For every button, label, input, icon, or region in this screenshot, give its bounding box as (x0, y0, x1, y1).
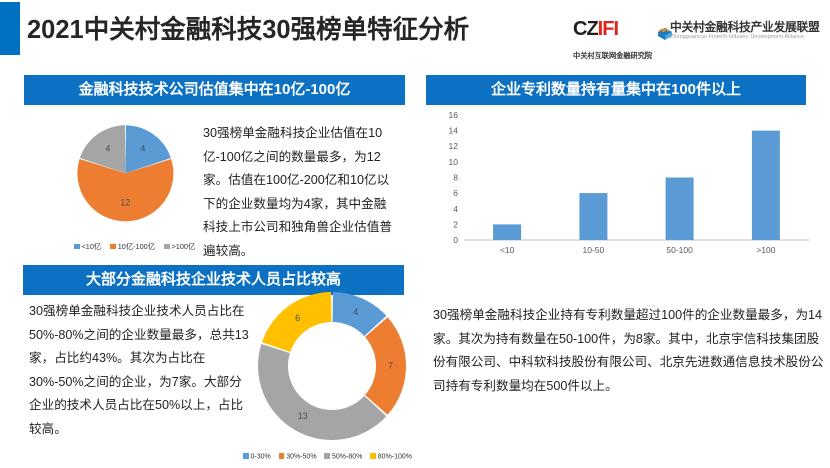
svg-text:<10: <10 (500, 245, 515, 255)
svg-text:>100: >100 (756, 245, 775, 255)
svg-text:2: 2 (453, 219, 458, 229)
svg-text:12: 12 (449, 141, 459, 151)
svg-text:6: 6 (453, 188, 458, 198)
svg-text:6: 6 (295, 313, 300, 323)
svg-text:8: 8 (453, 173, 458, 183)
svg-text:4: 4 (353, 307, 358, 317)
svg-text:16: 16 (449, 110, 459, 120)
svg-text:4: 4 (453, 204, 458, 214)
svg-text:50-100: 50-100 (666, 245, 693, 255)
svg-text:0: 0 (453, 235, 458, 245)
svg-text:10-50: 10-50 (583, 245, 605, 255)
svg-text:7: 7 (388, 360, 393, 370)
svg-text:12: 12 (120, 197, 130, 207)
svg-text:14: 14 (449, 126, 459, 136)
svg-text:4: 4 (140, 144, 145, 154)
svg-text:13: 13 (298, 411, 308, 421)
svg-text:4: 4 (105, 144, 110, 154)
svg-text:10: 10 (449, 157, 459, 167)
